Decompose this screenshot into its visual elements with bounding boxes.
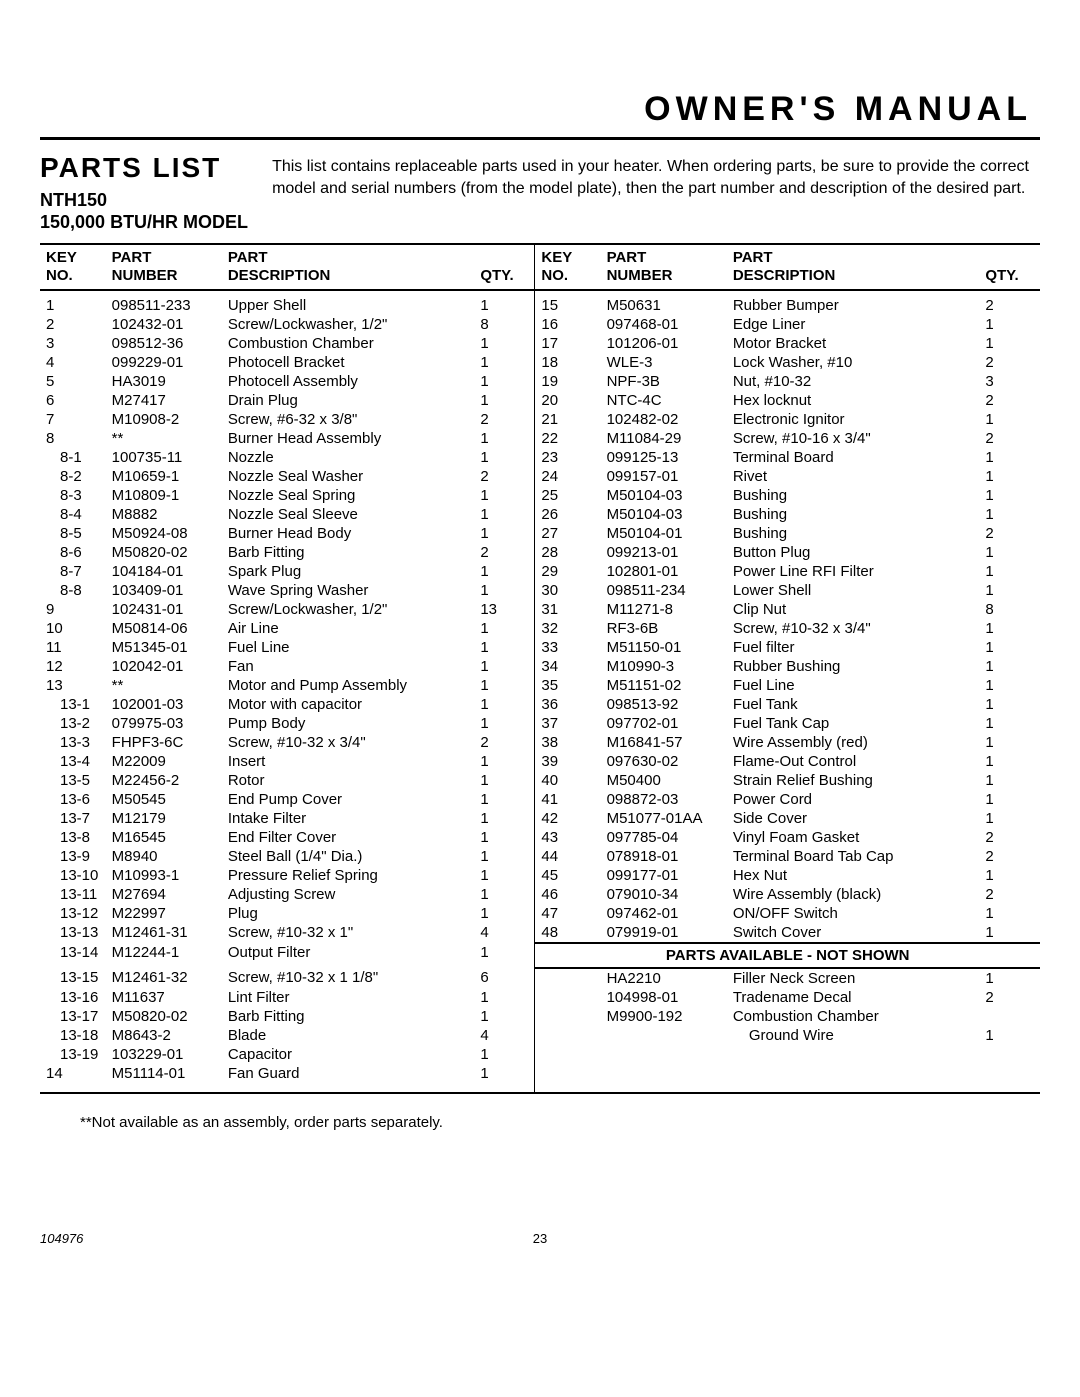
table-row: 13-6M50545End Pump Cover141098872-03Powe… bbox=[40, 790, 1040, 809]
table-row: 13-10M10993-1Pressure Relief Spring14509… bbox=[40, 866, 1040, 885]
table-row: 7M10908-2Screw, #6-32 x 3/8"221102482-02… bbox=[40, 410, 1040, 429]
table-row: 2102432-01Screw/Lockwasher, 1/2"81609746… bbox=[40, 315, 1040, 334]
model-sub: 150,000 BTU/HR MODEL bbox=[40, 212, 248, 232]
table-row: 13-16M11637Lint Filter1104998-01Tradenam… bbox=[40, 988, 1040, 1007]
table-row: 13**Motor and Pump Assembly135M51151-02F… bbox=[40, 676, 1040, 695]
table-row: 8-3M10809-1Nozzle Seal Spring125M50104-0… bbox=[40, 486, 1040, 505]
col-part-number: PARTNUMBER bbox=[106, 244, 222, 290]
table-row: 13-13M12461-31Screw, #10-32 x 1"44807991… bbox=[40, 923, 1040, 943]
col-part-desc: PARTDESCRIPTION bbox=[222, 244, 475, 290]
col-part-number-2: PARTNUMBER bbox=[601, 244, 727, 290]
table-row: 14M51114-01Fan Guard1 bbox=[40, 1064, 1040, 1093]
col-key-no-2: KEYNO. bbox=[535, 244, 601, 290]
col-part-desc-2: PARTDESCRIPTION bbox=[727, 244, 980, 290]
table-row: 10M50814-06Air Line132RF3-6BScrew, #10-3… bbox=[40, 619, 1040, 638]
parts-table: KEYNO. PARTNUMBER PARTDESCRIPTION QTY. K… bbox=[40, 243, 1040, 1094]
intro-text: This list contains replaceable parts use… bbox=[272, 154, 1040, 199]
doc-number: 104976 bbox=[40, 1231, 83, 1246]
table-row: 5HA3019Photocell Assembly119NPF-3BNut, #… bbox=[40, 372, 1040, 391]
header-rule bbox=[40, 137, 1040, 140]
table-row: 13-5M22456-2Rotor140M50400Strain Relief … bbox=[40, 771, 1040, 790]
table-row: 13-3FHPF3-6CScrew, #10-32 x 3/4"238M1684… bbox=[40, 733, 1040, 752]
table-row: 13-7M12179Intake Filter142M51077-01AASid… bbox=[40, 809, 1040, 828]
table-row: 8-7104184-01Spark Plug129102801-01Power … bbox=[40, 562, 1040, 581]
not-shown-header: PARTS AVAILABLE - NOT SHOWN bbox=[535, 943, 1040, 968]
table-row: 8**Burner Head Assembly122M11084-29Screw… bbox=[40, 429, 1040, 448]
page-number: 23 bbox=[40, 1231, 1040, 1246]
table-row: 8-2M10659-1Nozzle Seal Washer224099157-0… bbox=[40, 467, 1040, 486]
table-row: 13-1102001-03Motor with capacitor1360985… bbox=[40, 695, 1040, 714]
manual-title: OWNER'S MANUAL bbox=[40, 90, 1040, 129]
table-row: 13-15M12461-32Screw, #10-32 x 1 1/8"6HA2… bbox=[40, 968, 1040, 988]
table-row: 4099229-01Photocell Bracket118WLE-3Lock … bbox=[40, 353, 1040, 372]
table-row: 11M51345-01Fuel Line133M51150-01Fuel fil… bbox=[40, 638, 1040, 657]
col-key-no: KEYNO. bbox=[40, 244, 106, 290]
table-row: 13-9M8940Steel Ball (1/4" Dia.)144078918… bbox=[40, 847, 1040, 866]
col-qty: QTY. bbox=[474, 244, 535, 290]
table-row: 13-11M27694Adjusting Screw146079010-34Wi… bbox=[40, 885, 1040, 904]
table-row: 9102431-01Screw/Lockwasher, 1/2"1331M112… bbox=[40, 600, 1040, 619]
col-qty-2: QTY. bbox=[979, 244, 1040, 290]
table-row: 8-6M50820-02Barb Fitting228099213-01Butt… bbox=[40, 543, 1040, 562]
table-row: 13-12M22997Plug147097462-01ON/OFF Switch… bbox=[40, 904, 1040, 923]
table-row: 12102042-01Fan134M10990-3Rubber Bushing1 bbox=[40, 657, 1040, 676]
table-row: 8-8103409-01Wave Spring Washer130098511-… bbox=[40, 581, 1040, 600]
table-row: 13-19103229-01Capacitor1 bbox=[40, 1045, 1040, 1064]
table-row: 13-18M8643-2Blade4Ground Wire1 bbox=[40, 1026, 1040, 1045]
footnote: **Not available as an assembly, order pa… bbox=[40, 1114, 1040, 1131]
table-row: 13-2079975-03Pump Body137097702-01Fuel T… bbox=[40, 714, 1040, 733]
table-row: 8-1100735-11Nozzle123099125-13Terminal B… bbox=[40, 448, 1040, 467]
table-row: 13-8M16545End Filter Cover143097785-04Vi… bbox=[40, 828, 1040, 847]
table-row: 13-17M50820-02Barb Fitting1M9900-192Comb… bbox=[40, 1007, 1040, 1026]
page-footer: 104976 23 bbox=[40, 1231, 1040, 1246]
table-row: 6M27417Drain Plug120NTC-4CHex locknut2 bbox=[40, 391, 1040, 410]
section-title: PARTS LIST bbox=[40, 154, 248, 182]
table-row: 8-4M8882Nozzle Seal Sleeve126M50104-03Bu… bbox=[40, 505, 1040, 524]
table-row: 8-5M50924-08Burner Head Body127M50104-01… bbox=[40, 524, 1040, 543]
table-row: 13-4M22009Insert139097630-02Flame-Out Co… bbox=[40, 752, 1040, 771]
table-row: 13-14M12244-1Output Filter1PARTS AVAILAB… bbox=[40, 943, 1040, 968]
model-number: NTH150 bbox=[40, 190, 107, 210]
table-row: 3098512-36Combustion Chamber117101206-01… bbox=[40, 334, 1040, 353]
table-row: 1098511-233Upper Shell115M50631Rubber Bu… bbox=[40, 290, 1040, 315]
